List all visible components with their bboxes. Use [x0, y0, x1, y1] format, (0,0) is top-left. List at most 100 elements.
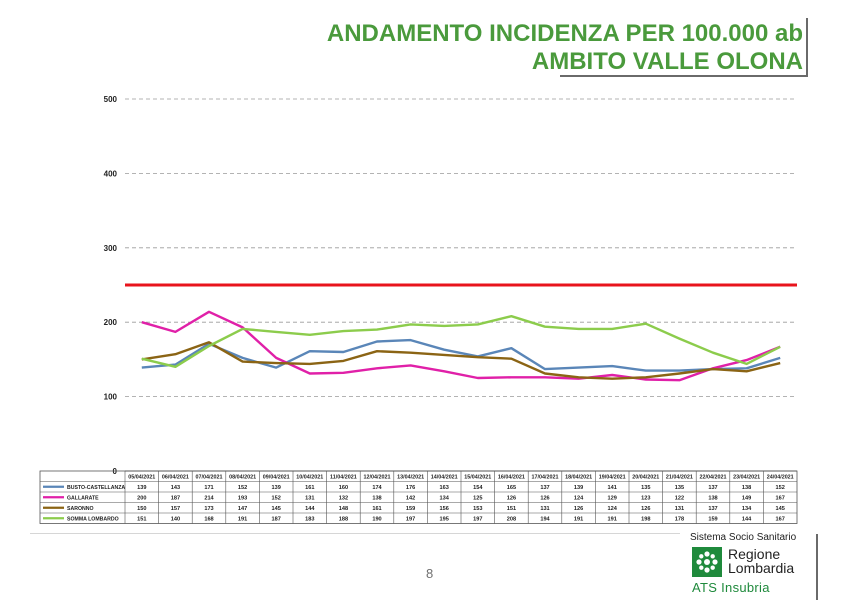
data-label: 123 — [641, 495, 650, 501]
x-tick-label: 19/04/2021 — [599, 475, 626, 481]
data-label: 149 — [742, 495, 751, 501]
data-label: 141 — [608, 485, 617, 491]
data-label: 195 — [440, 516, 449, 522]
data-label: 151 — [137, 516, 146, 522]
data-label: 137 — [540, 485, 549, 491]
data-label: 131 — [675, 506, 684, 512]
x-tick-label: 06/04/2021 — [162, 475, 189, 481]
data-label: 144 — [742, 516, 752, 522]
data-label: 171 — [204, 485, 213, 491]
data-label: 152 — [238, 485, 247, 491]
legend-label-0: BUSTO-CASTELLANZA — [67, 485, 125, 491]
y-tick-label: 0 — [113, 467, 118, 476]
data-label: 178 — [675, 516, 684, 522]
data-label: 187 — [272, 516, 281, 522]
data-label: 135 — [675, 485, 684, 491]
data-label: 124 — [608, 506, 618, 512]
data-label: 197 — [406, 516, 415, 522]
data-label: 159 — [708, 516, 717, 522]
x-tick-label: 17/04/2021 — [532, 475, 559, 481]
data-label: 134 — [440, 495, 450, 501]
title-line-1: ANDAMENTO INCIDENZA PER 100.000 ab — [326, 20, 803, 47]
data-label: 126 — [574, 506, 583, 512]
x-tick-label: 12/04/2021 — [364, 475, 391, 481]
data-label: 165 — [507, 485, 516, 491]
incidence-line-chart: 0 100 200 300 400 500 05/04/2021 06/04/2021 07/0… — [39, 95, 798, 524]
data-label: 150 — [137, 506, 146, 512]
data-label: 138 — [372, 495, 381, 501]
series-line-0 — [141, 338, 781, 372]
data-label: 148 — [339, 506, 348, 512]
data-label: 153 — [473, 506, 482, 512]
data-label: 129 — [608, 495, 617, 501]
data-label: 198 — [641, 516, 650, 522]
data-label: 194 — [540, 516, 550, 522]
data-label: 159 — [406, 506, 415, 512]
x-tick-label: 13/04/2021 — [397, 475, 424, 481]
data-label: 142 — [406, 495, 415, 501]
series-line-2 — [141, 341, 781, 380]
data-label: 161 — [372, 506, 381, 512]
data-label: 154 — [473, 485, 483, 491]
data-label: 126 — [540, 495, 549, 501]
data-label: 145 — [272, 506, 281, 512]
y-tick-label: 100 — [104, 393, 118, 402]
data-label: 191 — [574, 516, 583, 522]
data-label: 122 — [675, 495, 684, 501]
x-tick-label: 18/04/2021 — [565, 475, 592, 481]
x-tick-label: 14/04/2021 — [431, 475, 458, 481]
x-tick-label: 22/04/2021 — [700, 475, 727, 481]
logo-rule-vertical — [816, 534, 818, 600]
data-label: 125 — [473, 495, 482, 501]
x-tick-label: 05/04/2021 — [128, 475, 155, 481]
data-label: 157 — [171, 506, 180, 512]
data-label: 144 — [305, 506, 315, 512]
data-label: 140 — [171, 516, 180, 522]
series-line-3 — [141, 315, 781, 368]
x-tick-label: 15/04/2021 — [464, 475, 491, 481]
x-tick-label: 11/04/2021 — [330, 475, 357, 481]
data-label: 167 — [776, 495, 785, 501]
x-tick-label: 07/04/2021 — [196, 475, 223, 481]
logo-system-text: Sistema Socio Sanitario — [690, 532, 797, 543]
logo-region-line-1: Regione — [728, 546, 781, 562]
data-label: 188 — [339, 516, 348, 522]
data-label: 176 — [406, 485, 415, 491]
page-number: 8 — [426, 566, 434, 581]
data-label: 187 — [171, 495, 180, 501]
data-label: 145 — [776, 506, 785, 512]
data-label: 126 — [641, 506, 650, 512]
data-label: 126 — [507, 495, 516, 501]
data-label: 160 — [339, 485, 348, 491]
data-label: 193 — [238, 495, 247, 501]
data-label: 139 — [574, 485, 583, 491]
data-label: 168 — [204, 516, 213, 522]
data-label: 131 — [305, 495, 314, 501]
title-line-2: AMBITO VALLE OLONA — [531, 48, 803, 75]
data-label: 152 — [272, 495, 281, 501]
x-tick-label: 21/04/2021 — [666, 475, 693, 481]
data-label: 139 — [272, 485, 281, 491]
logo-region-text: Regione Lombardia — [728, 547, 794, 575]
y-tick-label: 500 — [104, 95, 118, 104]
data-label: 173 — [204, 506, 213, 512]
data-label: 156 — [440, 506, 449, 512]
data-label: 197 — [473, 516, 482, 522]
data-label: 161 — [305, 485, 314, 491]
data-label: 134 — [742, 506, 752, 512]
data-label: 163 — [440, 485, 449, 491]
data-label: 214 — [204, 495, 214, 501]
data-label: 174 — [372, 485, 382, 491]
data-label: 151 — [507, 506, 516, 512]
x-tick-label: 23/04/2021 — [733, 475, 760, 481]
data-label: 167 — [776, 516, 785, 522]
data-label: 138 — [708, 495, 717, 501]
legend-label-3: SOMMA LOMBARDO — [67, 516, 119, 522]
legend-label-2: SARONNO — [67, 506, 94, 512]
data-label: 135 — [641, 485, 650, 491]
legend-label-1: GALLARATE — [67, 495, 99, 501]
x-tick-label: 09/04/2021 — [263, 475, 290, 481]
data-label: 200 — [137, 495, 146, 501]
x-tick-label: 16/04/2021 — [498, 475, 525, 481]
data-label: 124 — [574, 495, 584, 501]
